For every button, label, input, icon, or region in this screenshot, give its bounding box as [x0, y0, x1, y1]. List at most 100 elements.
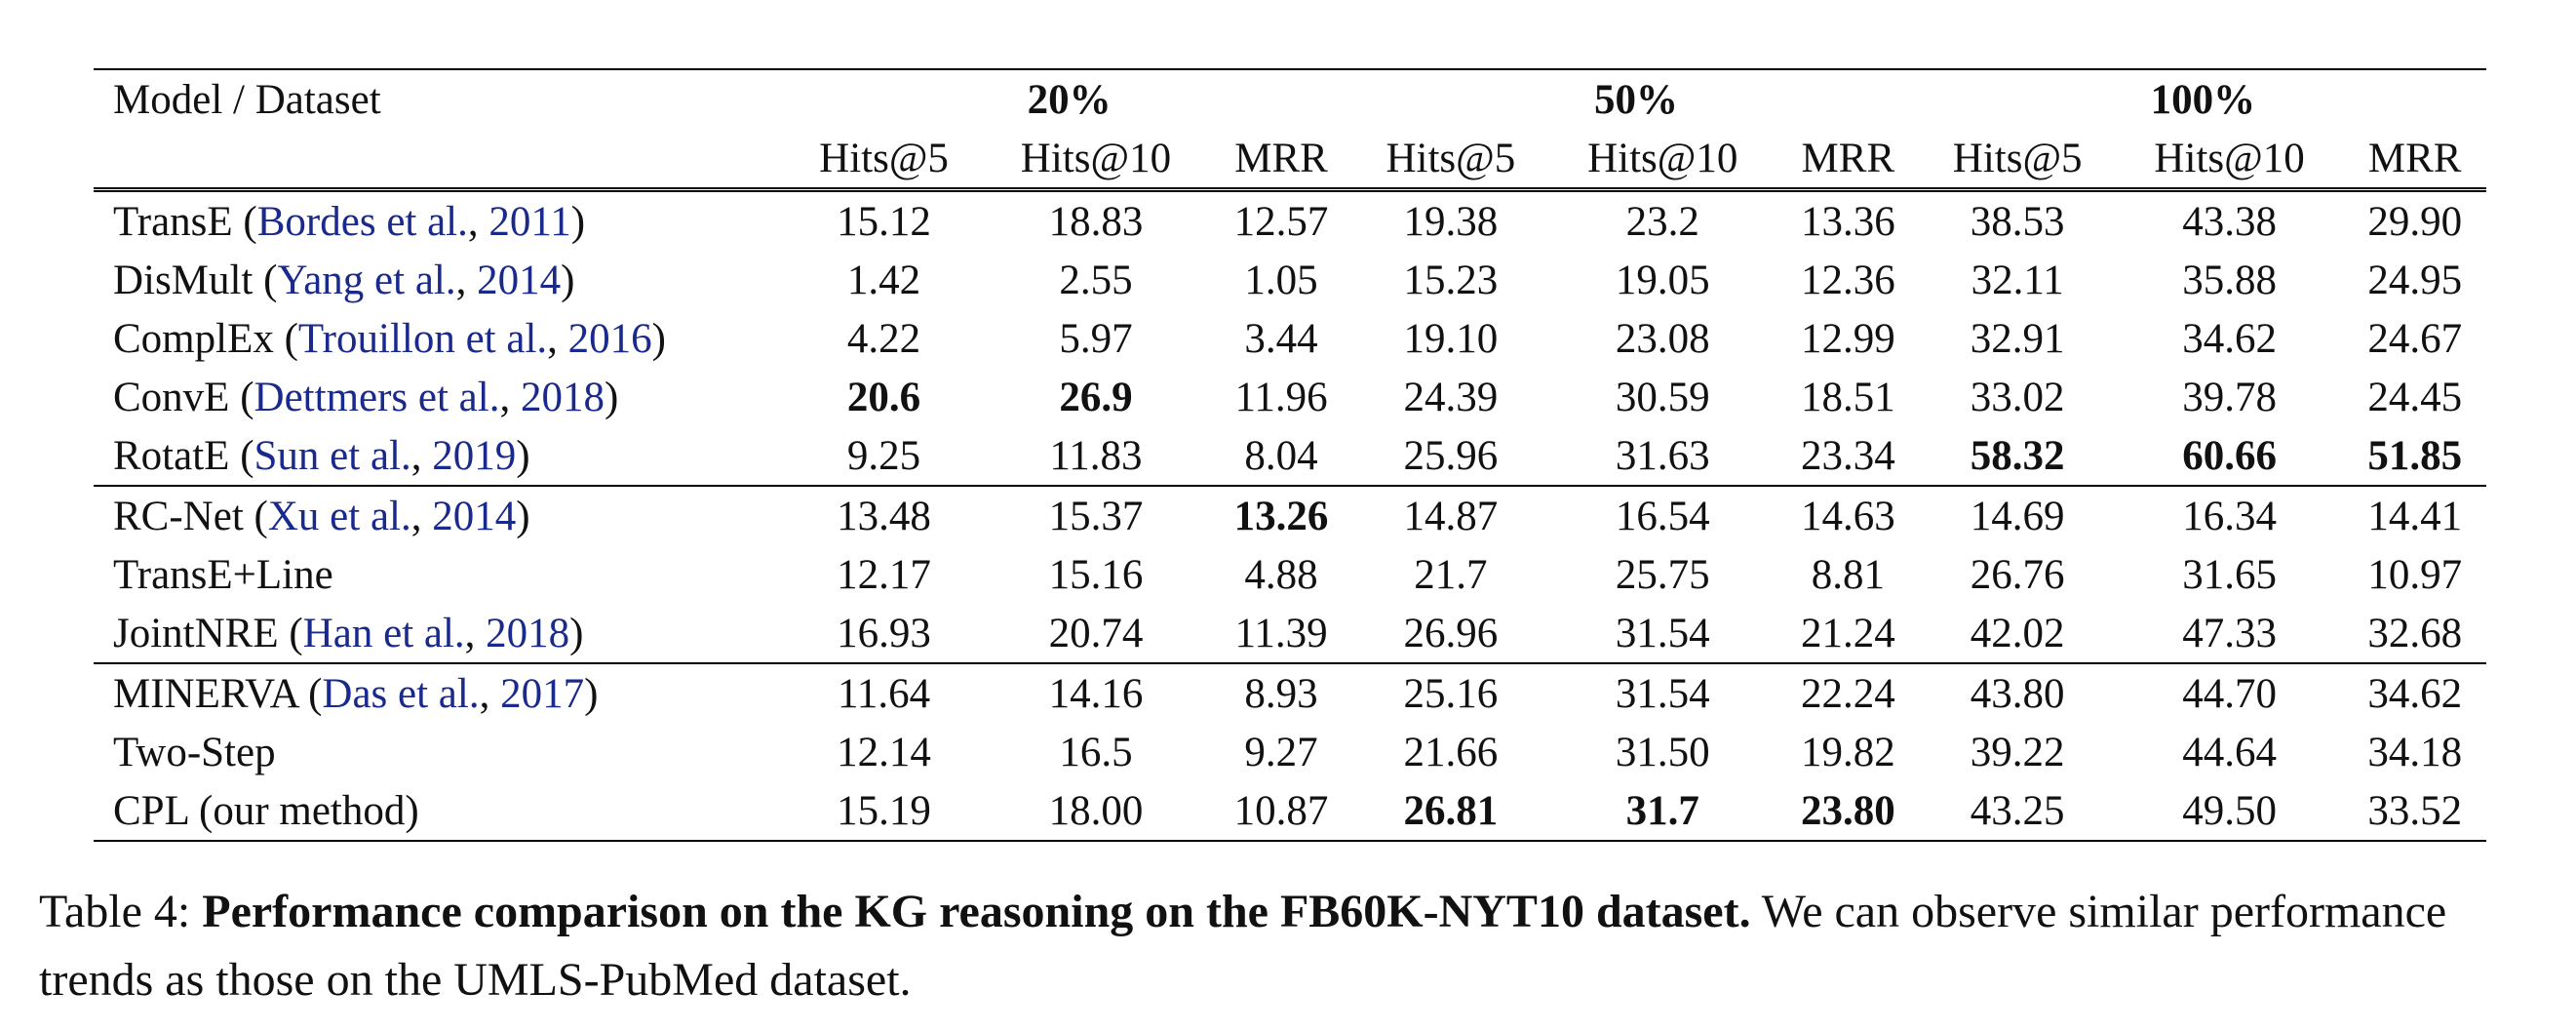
value-cell: 58.32	[1970, 432, 2065, 479]
value-cell: 1.42	[846, 257, 921, 303]
value-cell: 24.67	[2367, 315, 2463, 362]
value-cell: 23.2	[1625, 198, 1699, 245]
metric-header: Hits@5	[1386, 135, 1516, 181]
metric-header: MRR	[1234, 135, 1328, 181]
value-cell: 19.05	[1615, 257, 1710, 303]
value-cell: 43.38	[2182, 198, 2277, 245]
citation-author-link[interactable]: Sun et al.	[254, 432, 411, 479]
value-cell: 20.74	[1048, 610, 1144, 656]
model-name-cell: Two-Step	[94, 723, 786, 781]
table-header: Model / Dataset 20% 50% 100% Hits@5 Hits…	[94, 69, 2486, 190]
value-cell: 25.75	[1615, 551, 1710, 598]
value-cell: 33.02	[1970, 374, 2065, 420]
model-name: DisMult	[113, 257, 254, 303]
value-cell: 44.64	[2182, 729, 2277, 775]
value-cell: 43.25	[1970, 787, 2065, 834]
results-table-container: Model / Dataset 20% 50% 100% Hits@5 Hits…	[94, 68, 2486, 842]
value-cell: 16.34	[2182, 493, 2277, 539]
model-name: RotatE	[113, 432, 230, 479]
value-cell: 60.66	[2182, 432, 2277, 479]
table-row: TransE (Bordes et al., 2011) 15.12 18.83 12…	[94, 189, 2486, 252]
value-cell: 8.81	[1811, 551, 1885, 598]
value-cell: 21.7	[1414, 551, 1488, 598]
value-cell: 32.68	[2367, 610, 2463, 656]
value-cell: 12.14	[837, 729, 931, 775]
citation-author-link[interactable]: Dettmers et al.	[254, 374, 500, 420]
value-cell: 18.83	[1048, 198, 1144, 245]
citation-year-link[interactable]: 2017	[500, 670, 585, 717]
citation-author-link[interactable]: Trouillon et al.	[297, 315, 548, 362]
table-row: Two-Step 12.14 16.5 9.27 21.66 31.50 19.82 39.2…	[94, 723, 2486, 781]
value-cell: 26.76	[1970, 551, 2065, 598]
value-cell: 19.38	[1403, 198, 1499, 245]
citation-author-link[interactable]: Das et al.	[322, 670, 480, 717]
citation-year-link[interactable]: 2019	[432, 432, 517, 479]
citation-year-link[interactable]: 2011	[488, 198, 571, 245]
value-cell: 44.70	[2182, 670, 2277, 717]
value-cell: 21.24	[1800, 610, 1895, 656]
value-cell: 8.93	[1244, 670, 1318, 717]
value-cell: 34.62	[2367, 670, 2463, 717]
value-cell: 31.65	[2182, 551, 2277, 598]
value-cell: 35.88	[2182, 257, 2277, 303]
value-cell: 14.69	[1970, 493, 2065, 539]
value-cell: 39.78	[2182, 374, 2277, 420]
value-cell: 10.87	[1233, 787, 1329, 834]
metric-header: Hits@5	[1952, 135, 2083, 181]
value-cell: 12.99	[1800, 315, 1895, 362]
value-cell: 4.22	[846, 315, 921, 362]
value-cell: 31.54	[1615, 610, 1710, 656]
value-cell: 23.08	[1615, 315, 1710, 362]
value-cell: 39.22	[1970, 729, 2065, 775]
model-name-cell: RotatE (Sun et al., 2019)	[113, 432, 530, 479]
value-cell: 9.25	[846, 432, 921, 479]
value-cell: 24.39	[1403, 374, 1499, 420]
citation-author-link[interactable]: Xu et al.	[267, 493, 411, 539]
value-cell: 4.88	[1244, 551, 1318, 598]
model-name: RC-Net	[113, 493, 244, 539]
value-cell: 14.63	[1800, 493, 1895, 539]
value-cell: 14.41	[2367, 493, 2463, 539]
value-cell: 18.51	[1800, 374, 1895, 420]
caption-label: Table 4:	[39, 886, 203, 937]
header-group-row: Model / Dataset 20% 50% 100%	[94, 69, 2486, 129]
citation-author-link[interactable]: Yang et al.	[277, 257, 456, 303]
value-cell: 2.55	[1059, 257, 1133, 303]
table-row: DisMult (Yang et al., 2014) 1.42 2.55 1.05 1…	[94, 251, 2486, 309]
citation-year-link[interactable]: 2018	[520, 374, 605, 420]
model-name: ComplEx	[113, 315, 274, 362]
model-name: CPL (our method)	[113, 787, 419, 834]
value-cell: 31.50	[1615, 729, 1710, 775]
value-cell: 21.66	[1403, 729, 1499, 775]
caption-bold-text: Performance comparison on the KG reasoni…	[202, 886, 1751, 937]
table-row: ComplEx (Trouillon et al., 2016) 4.22 5.97…	[94, 309, 2486, 368]
value-cell: 13.26	[1233, 493, 1329, 539]
table-row: RotatE (Sun et al., 2019) 9.25 11.83 8.04 25…	[94, 426, 2486, 486]
citation-year-link[interactable]: 2014	[477, 257, 562, 303]
citation-author-link[interactable]: Han et al.	[302, 610, 465, 656]
value-cell: 24.95	[2367, 257, 2463, 303]
citation-year-link[interactable]: 2016	[567, 315, 652, 362]
value-cell: 11.39	[1234, 610, 1328, 656]
model-name-cell: RC-Net (Xu et al., 2014)	[113, 493, 530, 539]
value-cell: 11.83	[1049, 432, 1143, 479]
value-cell: 23.80	[1800, 787, 1895, 834]
citation-year-link[interactable]: 2018	[486, 610, 570, 656]
citation-author-link[interactable]: Bordes et al.	[256, 198, 468, 245]
model-name: Two-Step	[113, 729, 276, 775]
value-cell: 34.18	[2367, 729, 2463, 775]
value-cell: 31.54	[1615, 670, 1710, 717]
value-cell: 34.62	[2182, 315, 2277, 362]
value-cell: 43.80	[1970, 670, 2065, 717]
metric-header: Hits@10	[1020, 135, 1172, 181]
value-cell: 32.91	[1970, 315, 2065, 362]
metric-header: MRR	[2367, 135, 2462, 181]
group-header-20: 20%	[1027, 76, 1112, 123]
model-name: TransE+Line	[113, 551, 333, 598]
value-cell: 30.59	[1615, 374, 1710, 420]
value-cell: 33.52	[2367, 787, 2463, 834]
value-cell: 13.48	[837, 493, 931, 539]
citation-year-link[interactable]: 2014	[432, 493, 517, 539]
value-cell: 31.63	[1615, 432, 1710, 479]
value-cell: 16.54	[1615, 493, 1710, 539]
